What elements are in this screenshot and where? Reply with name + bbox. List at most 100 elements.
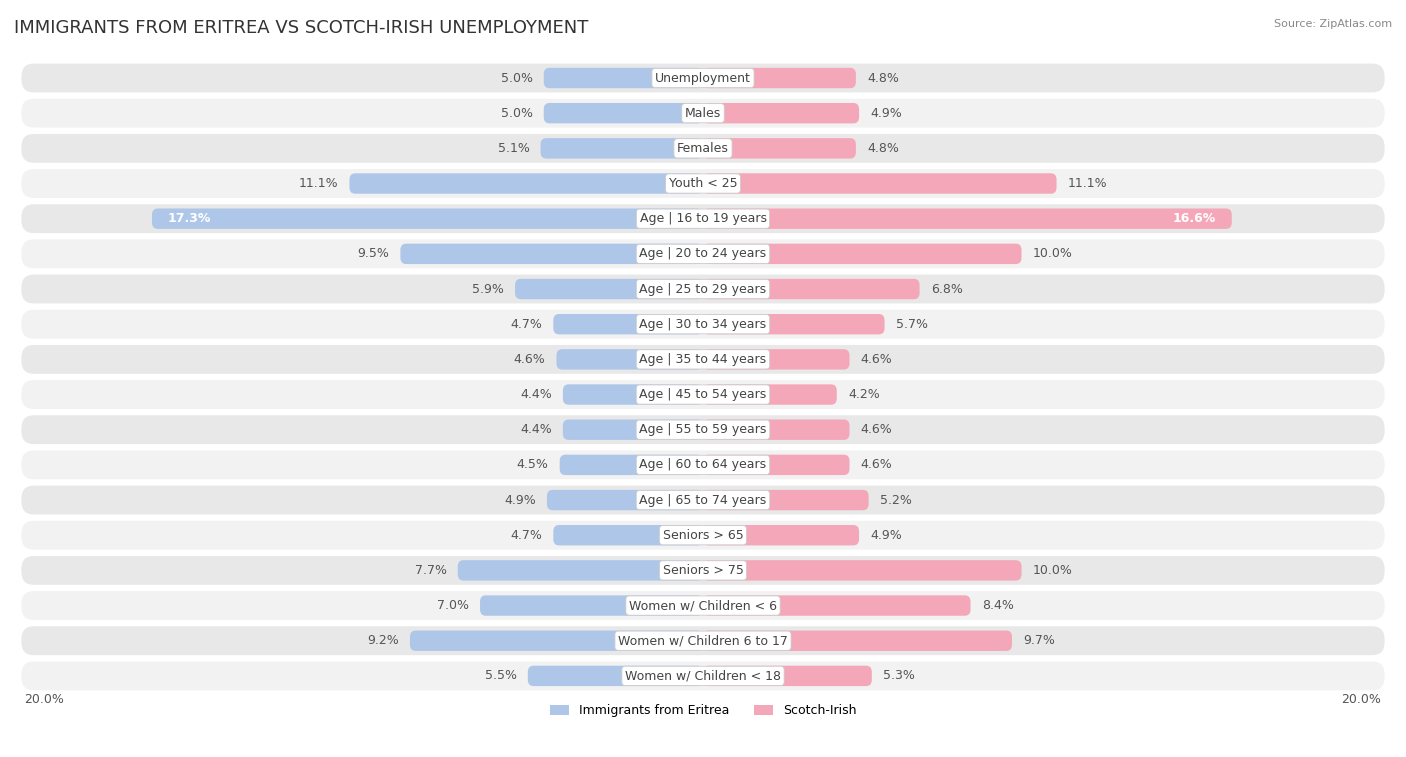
- FancyBboxPatch shape: [544, 68, 703, 89]
- FancyBboxPatch shape: [703, 525, 859, 545]
- Text: 4.9%: 4.9%: [870, 528, 903, 542]
- FancyBboxPatch shape: [703, 208, 1232, 229]
- FancyBboxPatch shape: [562, 419, 703, 440]
- Text: 8.4%: 8.4%: [981, 599, 1014, 612]
- FancyBboxPatch shape: [21, 98, 1385, 128]
- Text: Age | 60 to 64 years: Age | 60 to 64 years: [640, 459, 766, 472]
- Text: Age | 30 to 34 years: Age | 30 to 34 years: [640, 318, 766, 331]
- Text: 5.9%: 5.9%: [472, 282, 503, 295]
- Text: Females: Females: [678, 142, 728, 155]
- FancyBboxPatch shape: [515, 279, 703, 299]
- Text: 9.5%: 9.5%: [357, 248, 389, 260]
- Text: Age | 25 to 29 years: Age | 25 to 29 years: [640, 282, 766, 295]
- FancyBboxPatch shape: [21, 521, 1385, 550]
- FancyBboxPatch shape: [21, 450, 1385, 479]
- Text: 4.2%: 4.2%: [848, 388, 880, 401]
- Text: 11.1%: 11.1%: [1067, 177, 1108, 190]
- Text: IMMIGRANTS FROM ERITREA VS SCOTCH-IRISH UNEMPLOYMENT: IMMIGRANTS FROM ERITREA VS SCOTCH-IRISH …: [14, 19, 589, 37]
- FancyBboxPatch shape: [554, 314, 703, 335]
- Text: Youth < 25: Youth < 25: [669, 177, 737, 190]
- Text: 10.0%: 10.0%: [1032, 564, 1073, 577]
- FancyBboxPatch shape: [547, 490, 703, 510]
- Text: 10.0%: 10.0%: [1032, 248, 1073, 260]
- Text: 16.6%: 16.6%: [1173, 212, 1216, 225]
- FancyBboxPatch shape: [458, 560, 703, 581]
- FancyBboxPatch shape: [21, 310, 1385, 338]
- Text: 6.8%: 6.8%: [931, 282, 963, 295]
- FancyBboxPatch shape: [703, 455, 849, 475]
- Text: 20.0%: 20.0%: [1341, 693, 1382, 706]
- Text: 4.7%: 4.7%: [510, 318, 543, 331]
- FancyBboxPatch shape: [544, 103, 703, 123]
- FancyBboxPatch shape: [557, 349, 703, 369]
- FancyBboxPatch shape: [554, 525, 703, 545]
- FancyBboxPatch shape: [703, 244, 1022, 264]
- FancyBboxPatch shape: [703, 419, 849, 440]
- Text: Age | 45 to 54 years: Age | 45 to 54 years: [640, 388, 766, 401]
- Text: 4.6%: 4.6%: [513, 353, 546, 366]
- FancyBboxPatch shape: [703, 665, 872, 686]
- Text: Age | 16 to 19 years: Age | 16 to 19 years: [640, 212, 766, 225]
- Text: Seniors > 75: Seniors > 75: [662, 564, 744, 577]
- Text: Males: Males: [685, 107, 721, 120]
- FancyBboxPatch shape: [703, 490, 869, 510]
- FancyBboxPatch shape: [152, 208, 703, 229]
- Text: 5.3%: 5.3%: [883, 669, 915, 682]
- Text: 5.7%: 5.7%: [896, 318, 928, 331]
- FancyBboxPatch shape: [411, 631, 703, 651]
- Text: 4.6%: 4.6%: [860, 423, 893, 436]
- FancyBboxPatch shape: [703, 314, 884, 335]
- FancyBboxPatch shape: [703, 631, 1012, 651]
- FancyBboxPatch shape: [21, 239, 1385, 268]
- FancyBboxPatch shape: [703, 68, 856, 89]
- FancyBboxPatch shape: [562, 385, 703, 405]
- Text: 4.8%: 4.8%: [868, 71, 898, 85]
- FancyBboxPatch shape: [560, 455, 703, 475]
- Text: Women w/ Children < 18: Women w/ Children < 18: [626, 669, 780, 682]
- Text: Women w/ Children 6 to 17: Women w/ Children 6 to 17: [619, 634, 787, 647]
- Legend: Immigrants from Eritrea, Scotch-Irish: Immigrants from Eritrea, Scotch-Irish: [544, 699, 862, 722]
- Text: 5.2%: 5.2%: [880, 494, 911, 506]
- Text: 20.0%: 20.0%: [24, 693, 65, 706]
- FancyBboxPatch shape: [703, 385, 837, 405]
- Text: 4.4%: 4.4%: [520, 423, 551, 436]
- FancyBboxPatch shape: [703, 173, 1056, 194]
- FancyBboxPatch shape: [21, 380, 1385, 409]
- Text: 7.7%: 7.7%: [415, 564, 447, 577]
- Text: Age | 20 to 24 years: Age | 20 to 24 years: [640, 248, 766, 260]
- FancyBboxPatch shape: [401, 244, 703, 264]
- FancyBboxPatch shape: [21, 662, 1385, 690]
- FancyBboxPatch shape: [21, 556, 1385, 585]
- Text: 11.1%: 11.1%: [298, 177, 339, 190]
- FancyBboxPatch shape: [479, 595, 703, 615]
- FancyBboxPatch shape: [703, 279, 920, 299]
- Text: 4.6%: 4.6%: [860, 353, 893, 366]
- FancyBboxPatch shape: [703, 138, 856, 158]
- FancyBboxPatch shape: [703, 349, 849, 369]
- FancyBboxPatch shape: [21, 64, 1385, 92]
- FancyBboxPatch shape: [21, 591, 1385, 620]
- Text: 5.1%: 5.1%: [498, 142, 530, 155]
- Text: Source: ZipAtlas.com: Source: ZipAtlas.com: [1274, 19, 1392, 29]
- FancyBboxPatch shape: [21, 626, 1385, 655]
- FancyBboxPatch shape: [21, 169, 1385, 198]
- Text: 4.6%: 4.6%: [860, 459, 893, 472]
- FancyBboxPatch shape: [703, 103, 859, 123]
- FancyBboxPatch shape: [21, 486, 1385, 515]
- Text: Age | 55 to 59 years: Age | 55 to 59 years: [640, 423, 766, 436]
- FancyBboxPatch shape: [21, 275, 1385, 304]
- Text: Unemployment: Unemployment: [655, 71, 751, 85]
- Text: 7.0%: 7.0%: [437, 599, 468, 612]
- Text: 4.8%: 4.8%: [868, 142, 898, 155]
- Text: 5.5%: 5.5%: [485, 669, 516, 682]
- Text: 5.0%: 5.0%: [501, 71, 533, 85]
- FancyBboxPatch shape: [350, 173, 703, 194]
- Text: Age | 65 to 74 years: Age | 65 to 74 years: [640, 494, 766, 506]
- FancyBboxPatch shape: [21, 204, 1385, 233]
- Text: 4.5%: 4.5%: [516, 459, 548, 472]
- FancyBboxPatch shape: [21, 345, 1385, 374]
- Text: 4.9%: 4.9%: [870, 107, 903, 120]
- Text: 4.7%: 4.7%: [510, 528, 543, 542]
- FancyBboxPatch shape: [703, 595, 970, 615]
- Text: 4.4%: 4.4%: [520, 388, 551, 401]
